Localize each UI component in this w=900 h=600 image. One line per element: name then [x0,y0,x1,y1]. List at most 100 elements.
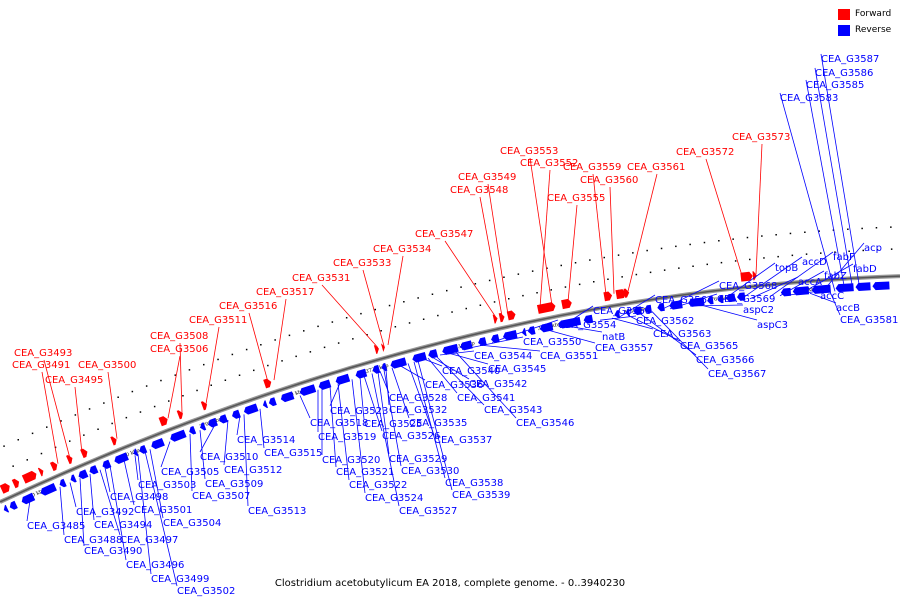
gene-label[interactable]: CEA_G3569 [717,294,775,305]
gene-label[interactable]: CEA_G3562 [636,316,694,327]
gene-label[interactable]: CEA_G3509 [205,479,263,490]
gene-label[interactable]: acp [864,243,882,254]
gene-label[interactable]: CEA_G3543 [484,405,542,416]
gene-label[interactable]: CEA_G3581 [840,315,898,326]
gene-label[interactable]: CEA_G3528 [389,393,447,404]
gene-label[interactable]: CEA_G3538 [445,478,503,489]
gene-label[interactable]: CEA_G3490 [84,546,142,557]
gene-label[interactable]: CEA_G3507 [192,491,250,502]
gene-label[interactable]: CEA_G3583 [780,93,838,104]
gene-label[interactable]: CEA_G3521 [336,467,394,478]
gene-label[interactable]: CEA_G3504 [163,518,221,529]
gene-label[interactable]: CEA_G3563 [653,329,711,340]
gene-label[interactable]: CEA_G3527 [399,506,457,517]
gene-label[interactable]: CEA_G3565 [680,341,738,352]
gene-label[interactable]: aspC3 [757,320,788,331]
gene-label[interactable]: CEA_G3567 [708,369,766,380]
gene-label[interactable]: CEA_G3572 [676,147,734,158]
gene-label[interactable]: CEA_G3508 [150,331,208,342]
gene-label[interactable]: CEA_G3551 [540,351,598,362]
gene-label[interactable]: CEA_G3560 [580,175,638,186]
gene-label[interactable]: CEA_G3549 [458,172,516,183]
gene-label[interactable]: CEA_G3533 [333,258,391,269]
gene-label[interactable]: CEA_G3515 [264,448,322,459]
gene-label[interactable]: CEA_G3485 [27,521,85,532]
gene-label[interactable]: CEA_G3558 [593,306,651,317]
gene-label[interactable]: CEA_G3503 [138,480,196,491]
gene-label[interactable]: accB [836,303,860,314]
gene-label[interactable]: CEA_G3516 [219,301,277,312]
gene-label[interactable]: CEA_G3493 [14,348,72,359]
gene-label[interactable]: CEA_G3536 [425,380,483,391]
gene-label[interactable]: CEA_G3522 [349,480,407,491]
gene-label[interactable]: fabF [833,252,855,263]
gene-label[interactable]: CEA_G3546 [516,418,574,429]
gene-label[interactable]: CEA_G3544 [474,351,532,362]
gene-label[interactable]: natB [602,332,625,343]
gene-label[interactable]: CEA_G3540 [442,366,500,377]
gene-label[interactable]: accC [820,291,844,302]
gene-label[interactable]: CEA_G3529 [389,454,447,465]
gene-label[interactable]: CEA_G3557 [595,343,653,354]
gene-label[interactable]: CEA_G3512 [224,465,282,476]
gene-label[interactable]: CEA_G3498 [110,492,168,503]
gene-label[interactable]: CEA_G3501 [134,505,192,516]
gene-label[interactable]: CEA_G3513 [248,506,306,517]
gene-label[interactable]: CEA_G3573 [732,132,790,143]
gene-label[interactable]: CEA_G3518 [310,418,368,429]
gene-label[interactable]: CEA_G3541 [457,393,515,404]
gene-label[interactable]: CEA_G3519 [318,432,376,443]
gene-label[interactable]: accA [798,277,822,288]
gene-label[interactable]: CEA_G3530 [401,466,459,477]
gene-label[interactable]: CEA_G3517 [256,287,314,298]
gene-label[interactable]: CEA_G3510 [200,452,258,463]
gene-label[interactable]: CEA_G3500 [78,360,136,371]
gene-label[interactable]: CEA_G3559 [563,162,621,173]
gene-label[interactable]: topB [775,263,798,274]
gene-label[interactable]: CEA_G3586 [815,68,873,79]
gene-label[interactable]: CEA_G3496 [126,560,184,571]
gene-label[interactable]: CEA_G3568 [719,281,777,292]
gene-label[interactable]: CEA_G3492 [76,507,134,518]
gene-label[interactable]: CEA_G3550 [523,337,581,348]
gene-label[interactable]: CEA_G3585 [806,80,864,91]
gene-label[interactable]: CEA_G3505 [161,467,219,478]
gene-label[interactable]: CEA_G3561 [627,162,685,173]
gene-label[interactable]: CEA_G3539 [452,490,510,501]
gene-label[interactable]: CEA_G3488 [64,535,122,546]
gene-label[interactable]: CEA_G3514 [237,435,295,446]
gene-label[interactable]: CEA_G3553 [500,146,558,157]
gene-label[interactable]: CEA_G3494 [94,520,152,531]
gene-label[interactable]: CEA_G3552 [520,158,578,169]
gene-label[interactable]: CEA_G3535 [409,418,467,429]
gene-label[interactable]: CEA_G3564 [655,295,713,306]
gene-label[interactable]: CEA_G3555 [547,193,605,204]
gene-label[interactable]: accD [802,257,827,268]
gene-label[interactable]: CEA_G3491 [12,360,70,371]
gene-label[interactable]: CEA_G3502 [177,586,235,597]
gene-label[interactable]: CEA_G3537 [434,435,492,446]
gene-label[interactable]: CEA_G3495 [45,375,103,386]
gene-label[interactable]: CEA_G3524 [365,493,423,504]
gene-label[interactable]: CEA_G3506 [150,344,208,355]
gene-label[interactable]: CEA_G3548 [450,185,508,196]
gene-label[interactable]: CEA_G3532 [389,405,447,416]
gene-label[interactable]: CEA_G3534 [373,244,431,255]
gene-label[interactable]: CEA_G3520 [322,455,380,466]
gene-label[interactable]: CEA_G3511 [189,315,247,326]
gene-label[interactable]: CEA_G3523 [330,406,388,417]
gene-label[interactable]: CEA_G3554 [558,320,616,331]
gene-label[interactable]: CEA_G3525 [364,419,422,430]
gene-label[interactable]: CEA_G3587 [821,54,879,65]
gene-label[interactable]: CEA_G3545 [488,364,546,375]
gene-label[interactable]: fabZ [824,271,847,282]
gene-label[interactable]: CEA_G3497 [120,535,178,546]
gene-label[interactable]: CEA_G3499 [151,574,209,585]
gene-label[interactable]: CEA_G3547 [415,229,473,240]
gene-label[interactable]: fabD [853,264,877,275]
gene-label[interactable]: CEA_G3531 [292,273,350,284]
gene-label[interactable]: CEA_G3526 [382,431,440,442]
gene-label[interactable]: CEA_G3542 [469,379,527,390]
gene-label[interactable]: aspC2 [743,305,774,316]
gene-label[interactable]: CEA_G3566 [696,355,754,366]
